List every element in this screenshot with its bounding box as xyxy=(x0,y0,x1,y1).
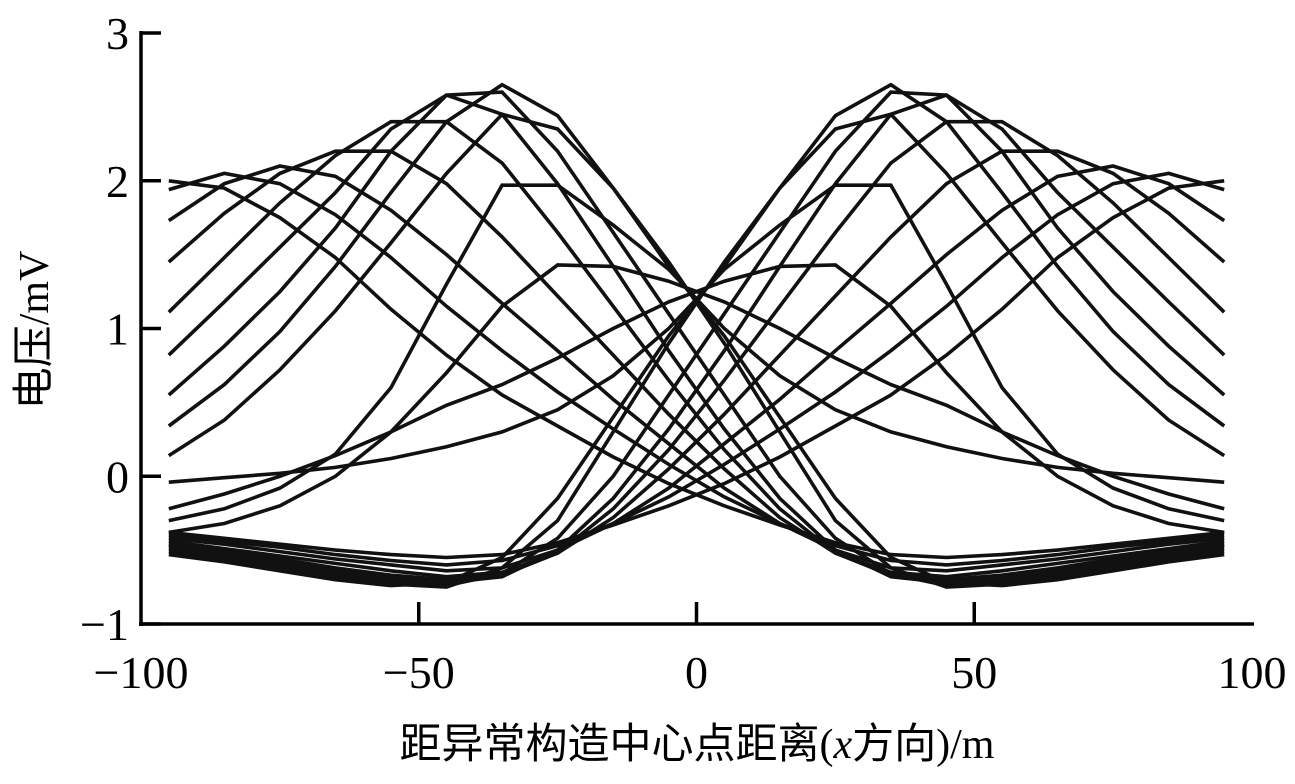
x-axis-title-var: x xyxy=(833,722,853,768)
series-line-22 xyxy=(168,263,1225,535)
series-line-6 xyxy=(167,93,1225,585)
series-line-19 xyxy=(168,82,1226,589)
y-tick-label: 2 xyxy=(106,156,129,207)
series-line-20 xyxy=(168,112,1226,588)
series-line-8 xyxy=(167,82,1225,589)
x-tick-label: 0 xyxy=(685,647,708,698)
series-line-12 xyxy=(168,179,1225,560)
series-line-5 xyxy=(167,119,1225,582)
series-line-21 xyxy=(168,183,1225,523)
y-tick-label: −1 xyxy=(80,599,129,650)
series-line-18 xyxy=(168,90,1226,588)
x-axis-title-part-2: 方向)/m xyxy=(852,722,995,768)
series-line-13 xyxy=(168,171,1225,567)
series-line-14 xyxy=(168,164,1226,573)
series-line-2 xyxy=(168,171,1225,567)
series-line-16 xyxy=(168,119,1226,582)
x-tick-label: −100 xyxy=(94,647,189,698)
series-line-3 xyxy=(167,164,1225,573)
series-line-17 xyxy=(168,93,1226,585)
y-tick-label: 1 xyxy=(106,304,129,355)
series-line-4 xyxy=(167,149,1225,579)
series-line-7 xyxy=(167,90,1225,588)
x-axis-title: 距异常构造中心点距离(x方向)/m xyxy=(400,721,995,768)
x-tick-label: −50 xyxy=(383,647,455,698)
series-layer xyxy=(167,82,1226,589)
x-tick-label: 100 xyxy=(1218,647,1287,698)
series-line-9 xyxy=(167,112,1225,588)
y-tick-label: 3 xyxy=(106,8,129,59)
y-axis-title: 电压/mV xyxy=(12,251,58,410)
x-tick-label: 50 xyxy=(951,647,997,698)
y-tick-label: 0 xyxy=(106,451,129,502)
x-axis-title-part-1: 距异常构造中心点距离( xyxy=(400,721,834,768)
series-line-15 xyxy=(168,149,1226,579)
axes-layer xyxy=(139,31,1254,626)
tick-layer: −1 0 1 2 3 −100 −50 0 50 100 xyxy=(80,8,1286,698)
